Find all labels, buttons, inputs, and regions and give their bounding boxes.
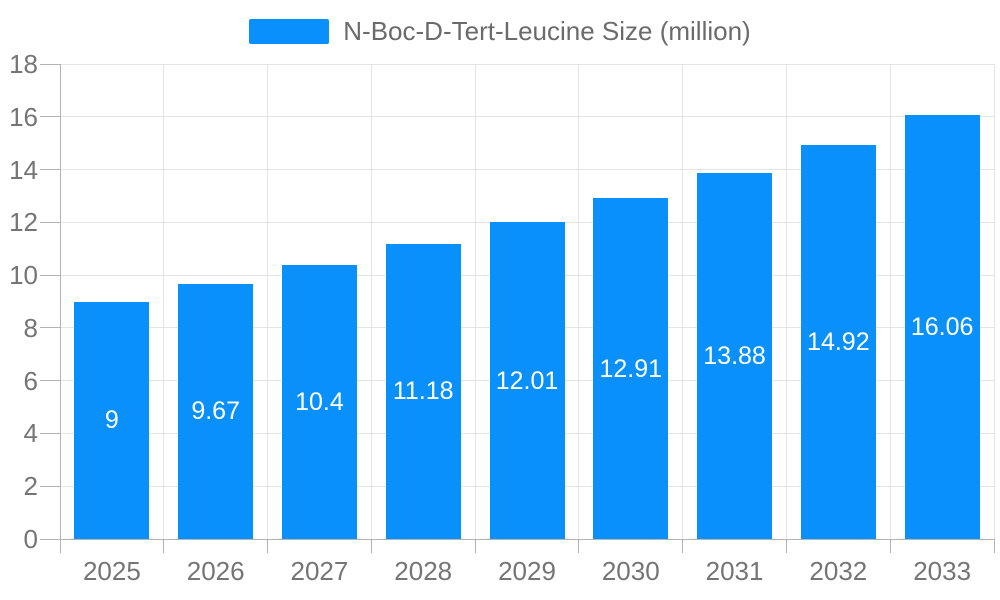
y-tick-label: 10 <box>9 260 38 291</box>
x-tick <box>578 539 580 553</box>
x-tick-label: 2027 <box>290 556 349 586</box>
y-tick-label: 18 <box>9 49 38 79</box>
bar-2031[interactable] <box>697 172 773 539</box>
y-tick-label: 0 <box>23 524 38 554</box>
bar-value-label: 12.01 <box>495 366 559 395</box>
y-tick <box>40 432 60 434</box>
legend-label: N-Boc-D-Tert-Leucine Size (million) <box>343 16 751 46</box>
bar-value-label: 12.91 <box>599 354 663 383</box>
y-tick-label: 14 <box>9 154 38 185</box>
y-tick <box>40 63 60 65</box>
x-tick <box>889 539 891 553</box>
bar-2027[interactable] <box>281 264 357 539</box>
bar-2025[interactable] <box>74 301 150 539</box>
x-tick-label: 2031 <box>705 556 764 586</box>
y-tick <box>40 327 60 329</box>
x-tick-label: 2033 <box>913 556 972 586</box>
bar-2032[interactable] <box>800 145 876 539</box>
x-gridline <box>163 64 165 539</box>
y-gridline <box>60 169 994 171</box>
x-tick <box>267 539 269 553</box>
x-gridline <box>889 64 891 539</box>
y-tick <box>40 380 60 382</box>
bar-value-label: 14.92 <box>807 328 870 357</box>
x-gridline <box>267 64 269 539</box>
y-tick <box>40 221 60 223</box>
y-tick-label: 6 <box>23 365 38 396</box>
x-tick-label: 2029 <box>498 556 556 586</box>
y-tick-label: 2 <box>23 471 38 502</box>
y-tick <box>40 538 60 540</box>
y-tick-label: 8 <box>23 312 38 343</box>
y-tick <box>40 274 60 276</box>
x-tick-label: 2030 <box>601 556 660 586</box>
x-gridline <box>474 64 476 539</box>
bar-value-label: 10.4 <box>295 387 344 416</box>
legend-swatch <box>249 18 330 44</box>
bar-2030[interactable] <box>593 198 669 539</box>
y-tick <box>40 485 60 487</box>
bar-2026[interactable] <box>178 283 254 539</box>
x-gridline <box>993 64 995 539</box>
x-gridline <box>370 64 372 539</box>
y-axis-line <box>59 64 61 553</box>
bar-value-label: 11.18 <box>392 377 454 406</box>
x-tick-label: 2026 <box>186 556 245 586</box>
x-tick <box>993 539 995 553</box>
y-gridline <box>60 116 994 118</box>
bar-value-label: 16.06 <box>910 313 974 342</box>
y-tick-label: 12 <box>9 207 38 238</box>
x-axis-line <box>60 538 994 540</box>
legend[interactable]: N-Boc-D-Tert-Leucine Size (million) <box>0 14 1000 48</box>
y-gridline <box>60 63 994 65</box>
y-tick <box>40 116 60 118</box>
x-tick-label: 2032 <box>809 556 868 586</box>
x-tick <box>785 539 787 553</box>
bar-value-label: 9.67 <box>191 397 240 426</box>
x-gridline <box>682 64 684 539</box>
x-tick-label: 2028 <box>394 556 453 586</box>
x-tick <box>370 539 372 553</box>
x-tick-label: 2025 <box>82 556 141 586</box>
x-gridline <box>578 64 580 539</box>
x-tick <box>163 539 165 553</box>
bar-2028[interactable] <box>385 243 461 539</box>
x-tick <box>474 539 476 553</box>
y-tick-label: 16 <box>9 101 38 132</box>
bar-value-label: 13.88 <box>703 341 766 370</box>
y-tick <box>40 169 60 171</box>
bar-2029[interactable] <box>489 222 565 539</box>
y-tick-label: 4 <box>23 418 38 449</box>
x-gridline <box>785 64 787 539</box>
bar-value-label: 9 <box>104 406 119 435</box>
bar-2033[interactable] <box>904 115 980 539</box>
x-tick <box>682 539 684 553</box>
